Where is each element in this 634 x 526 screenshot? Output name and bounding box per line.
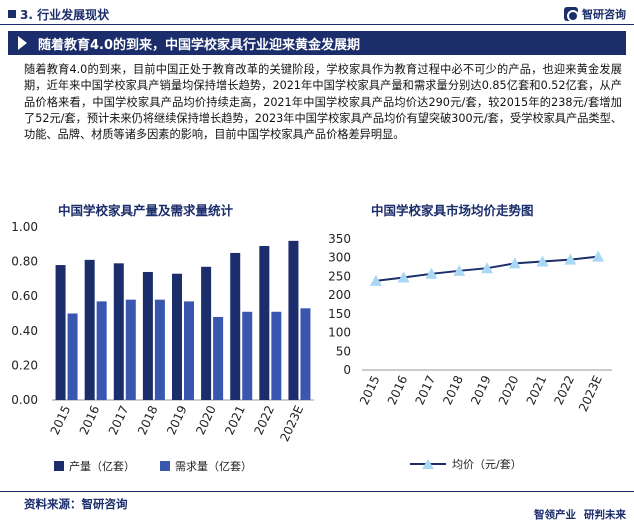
line-x-tick-label: 2015 xyxy=(357,373,383,407)
price-marker xyxy=(508,257,521,269)
section-title-text: 3. 行业发展现状 xyxy=(20,8,110,22)
top-divider xyxy=(0,24,634,25)
line-x-tick-label: 2021 xyxy=(524,373,550,407)
line-x-tick-label: 2016 xyxy=(385,373,411,407)
bar-x-tick-label: 2020 xyxy=(193,403,219,437)
line-y-tick-label: 300 xyxy=(328,251,351,265)
legend-production: 产量（亿套） xyxy=(54,458,135,474)
play-triangle-icon xyxy=(16,36,30,50)
price-marker xyxy=(481,262,493,274)
bar-demand xyxy=(242,311,253,400)
slogan: 智领产业 研判未来 xyxy=(534,507,626,522)
legend-demand: 需求量（亿套） xyxy=(160,458,252,474)
logo-icon xyxy=(564,7,579,22)
line-x-tick-label: 2019 xyxy=(468,373,494,407)
bar-y-tick-label: 0.80 xyxy=(11,255,38,269)
bar-production xyxy=(84,259,95,400)
bar-x-tick-label: 2016 xyxy=(77,403,103,437)
logo-text: 智研咨询 xyxy=(582,8,626,21)
line-y-tick-label: 50 xyxy=(336,344,351,358)
line-x-tick-label: 2020 xyxy=(496,373,522,407)
bar-demand xyxy=(125,299,136,400)
body-paragraph: 随着教育4.0的到来，目前中国正处于教育改革的关键阶段，学校家具作为教育过程中必… xyxy=(24,63,622,142)
price-marker xyxy=(369,274,382,286)
slogan-right: 研判未来 xyxy=(584,509,626,521)
legend-label-demand: 需求量（亿套） xyxy=(175,460,252,473)
bar-production xyxy=(201,266,212,400)
bar-x-tick-label: 2023E xyxy=(277,403,306,443)
bar-chart-title: 中国学校家具产量及需求量统计 xyxy=(58,203,234,218)
section-title: 3. 行业发展现状 xyxy=(8,6,109,23)
price-marker xyxy=(564,253,577,265)
bar-production xyxy=(288,240,299,400)
bar-x-tick-label: 2022 xyxy=(251,403,277,437)
line-x-tick-label: 2018 xyxy=(440,373,466,407)
banner-title: 随着教育4.0的到来，中国学校家具行业迎来黄金发展期 xyxy=(38,37,361,53)
bar-production xyxy=(230,252,241,400)
bar-production xyxy=(259,246,270,400)
bar-demand xyxy=(271,311,282,400)
legend-label-production: 产量（亿套） xyxy=(69,460,135,473)
bar-demand xyxy=(184,301,194,400)
price-line xyxy=(375,255,599,282)
brand-logo: 智研咨询 xyxy=(564,5,626,23)
price-marker xyxy=(592,250,605,262)
top-bar: 3. 行业发展现状 智研咨询 xyxy=(0,0,634,26)
price-marker xyxy=(397,271,410,283)
bar-demand xyxy=(96,301,107,400)
bar-x-tick-label: 2018 xyxy=(135,403,161,437)
bottom-divider xyxy=(0,491,634,492)
line-y-tick-label: 0 xyxy=(343,363,351,377)
price-marker xyxy=(453,264,466,276)
legend-swatch-demand xyxy=(160,461,170,471)
bar-production xyxy=(142,271,153,400)
bar-y-tick-label: 0.60 xyxy=(11,289,38,303)
line-y-tick-label: 150 xyxy=(328,307,351,321)
bar-production xyxy=(113,263,124,400)
legend-swatch-production xyxy=(54,461,64,471)
line-y-tick-label: 350 xyxy=(328,232,351,246)
source-note: 资料来源：智研咨询 xyxy=(24,497,128,511)
bar-demand xyxy=(154,299,165,400)
line-y-tick-label: 200 xyxy=(328,288,351,302)
bar-y-tick-label: 0.00 xyxy=(11,393,38,407)
line-y-tick-label: 100 xyxy=(328,326,351,340)
legend-label-price: 均价（元/套） xyxy=(452,458,522,471)
line-x-tick-label: 2017 xyxy=(413,373,439,407)
bar-demand xyxy=(213,316,224,400)
bar-production xyxy=(172,273,182,400)
price-marker xyxy=(425,267,438,279)
line-chart-title: 中国学校家具市场均价走势图 xyxy=(371,203,534,218)
legend-price: 均价（元/套） xyxy=(410,456,522,472)
bar-demand xyxy=(67,313,78,400)
bar-y-tick-label: 0.20 xyxy=(11,358,38,372)
bar-x-tick-label: 2021 xyxy=(222,403,248,437)
slogan-left: 智领产业 xyxy=(534,509,576,521)
bar-y-tick-label: 1.00 xyxy=(11,220,38,234)
line-y-tick-label: 250 xyxy=(328,269,351,283)
bar-demand xyxy=(300,308,311,400)
bar-y-tick-label: 0.40 xyxy=(11,324,38,338)
line-x-tick-label: 2022 xyxy=(551,373,577,407)
banner: 随着教育4.0的到来，中国学校家具行业迎来黄金发展期 xyxy=(8,31,626,55)
line-x-tick-label: 2023E xyxy=(576,373,605,413)
bar-x-tick-label: 2019 xyxy=(164,403,190,437)
square-icon xyxy=(8,10,16,18)
bar-production xyxy=(55,265,66,400)
price-marker xyxy=(536,255,549,267)
legend-swatch-price xyxy=(410,459,446,469)
bar-x-tick-label: 2017 xyxy=(106,403,132,437)
bar-x-tick-label: 2015 xyxy=(48,403,74,437)
